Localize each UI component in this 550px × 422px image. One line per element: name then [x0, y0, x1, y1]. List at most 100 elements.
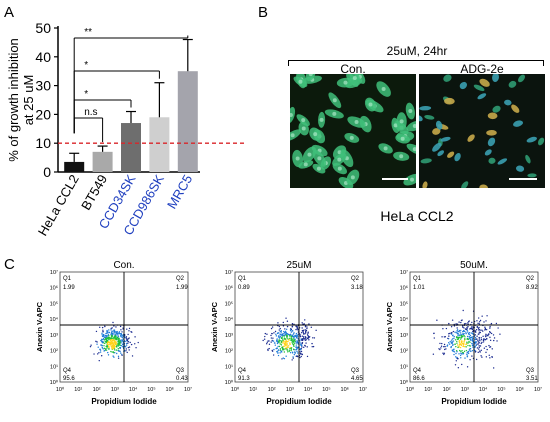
event-dot: [301, 335, 304, 337]
cell: [444, 97, 455, 105]
quadrant-name: Q3: [176, 368, 185, 374]
event-dot: [286, 325, 289, 328]
event-dot: [291, 330, 294, 332]
event-dot: [462, 343, 465, 346]
event-dot: [93, 353, 95, 355]
cell-nucleus: [337, 157, 342, 162]
event-dot: [446, 345, 448, 347]
event-dot: [280, 331, 282, 333]
event-dot: [108, 335, 110, 337]
event-dot: [291, 335, 293, 338]
event-dot: [488, 344, 490, 347]
event-dot: [282, 325, 285, 327]
event-dot: [108, 344, 110, 346]
cell: [419, 106, 432, 111]
event-dot: [264, 335, 266, 338]
significance-label: n.s: [84, 107, 97, 118]
event-dot: [448, 333, 450, 335]
event-dot: [120, 333, 122, 336]
event-dot: [304, 338, 306, 340]
event-dot: [482, 330, 484, 332]
event-dot: [124, 340, 126, 343]
event-dot: [452, 334, 454, 337]
event-dot: [476, 347, 479, 349]
event-dot: [466, 352, 468, 354]
event-dot: [103, 334, 105, 336]
event-dot: [286, 337, 288, 339]
event-dot: [443, 353, 445, 356]
event-dot: [433, 337, 435, 339]
event-dot: [287, 351, 289, 353]
cell: [459, 81, 467, 90]
event-dot: [463, 350, 466, 353]
event-dot: [294, 334, 296, 337]
event-dot: [471, 349, 474, 352]
event-dot: [455, 356, 457, 358]
event-dot: [467, 344, 469, 347]
cell-nucleus: [307, 152, 312, 157]
event-dot: [300, 338, 302, 340]
event-dot: [304, 339, 307, 341]
cell: [479, 184, 488, 188]
event-dot: [271, 326, 274, 328]
event-dot: [460, 350, 462, 353]
event-dot: [280, 344, 283, 346]
event-dot: [294, 349, 296, 351]
event-dot: [278, 345, 281, 348]
event-dot: [307, 332, 309, 334]
cell-nucleus: [412, 124, 416, 129]
event-dot: [108, 345, 110, 348]
event-dot: [292, 357, 294, 359]
event-dot: [113, 329, 116, 331]
y-tick-label: 10⁴: [50, 316, 59, 323]
event-dot: [466, 331, 469, 333]
event-dot: [266, 341, 268, 343]
event-dot: [119, 341, 121, 343]
cell: [424, 115, 435, 120]
y-tick-label: 10¹: [50, 364, 58, 370]
event-dot: [128, 349, 130, 351]
y-tick-label: 30: [35, 78, 51, 94]
event-dot: [108, 329, 110, 331]
event-dot: [295, 335, 297, 338]
event-dot: [460, 332, 462, 334]
event-dot: [126, 351, 128, 354]
event-dot: [486, 334, 488, 336]
cell: [487, 137, 496, 147]
event-dot: [290, 349, 292, 352]
y-tick-label: 10³: [50, 333, 58, 339]
event-dot: [497, 327, 499, 329]
event-dot: [478, 338, 481, 340]
event-dot: [134, 343, 136, 345]
event-dot: [296, 347, 298, 349]
event-dot: [444, 336, 446, 338]
event-dot: [121, 339, 124, 342]
event-dot: [442, 352, 444, 354]
event-dot: [107, 354, 110, 356]
event-dot: [120, 339, 123, 341]
event-dot: [451, 319, 454, 321]
cell: [432, 142, 442, 152]
event-dot: [443, 343, 446, 346]
event-dot: [117, 336, 120, 338]
event-dot: [296, 355, 299, 358]
significance-label: **: [84, 27, 92, 38]
event-dot: [484, 326, 486, 328]
event-dot: [113, 347, 116, 349]
event-dot: [485, 333, 487, 336]
event-dot: [466, 326, 468, 329]
event-dot: [476, 320, 478, 322]
event-dot: [300, 331, 303, 334]
event-dot: [433, 332, 435, 335]
event-dot: [102, 331, 104, 333]
event-dot: [301, 322, 303, 324]
event-dot: [463, 327, 465, 329]
event-dot: [490, 322, 493, 325]
event-dot: [306, 346, 308, 348]
event-dot: [281, 347, 284, 350]
event-dot: [294, 338, 296, 340]
event-dot: [277, 352, 279, 354]
y-tick-label: 10²: [225, 349, 233, 355]
y-axis-title: % of growth inhibitionat 25 uM: [6, 38, 36, 162]
